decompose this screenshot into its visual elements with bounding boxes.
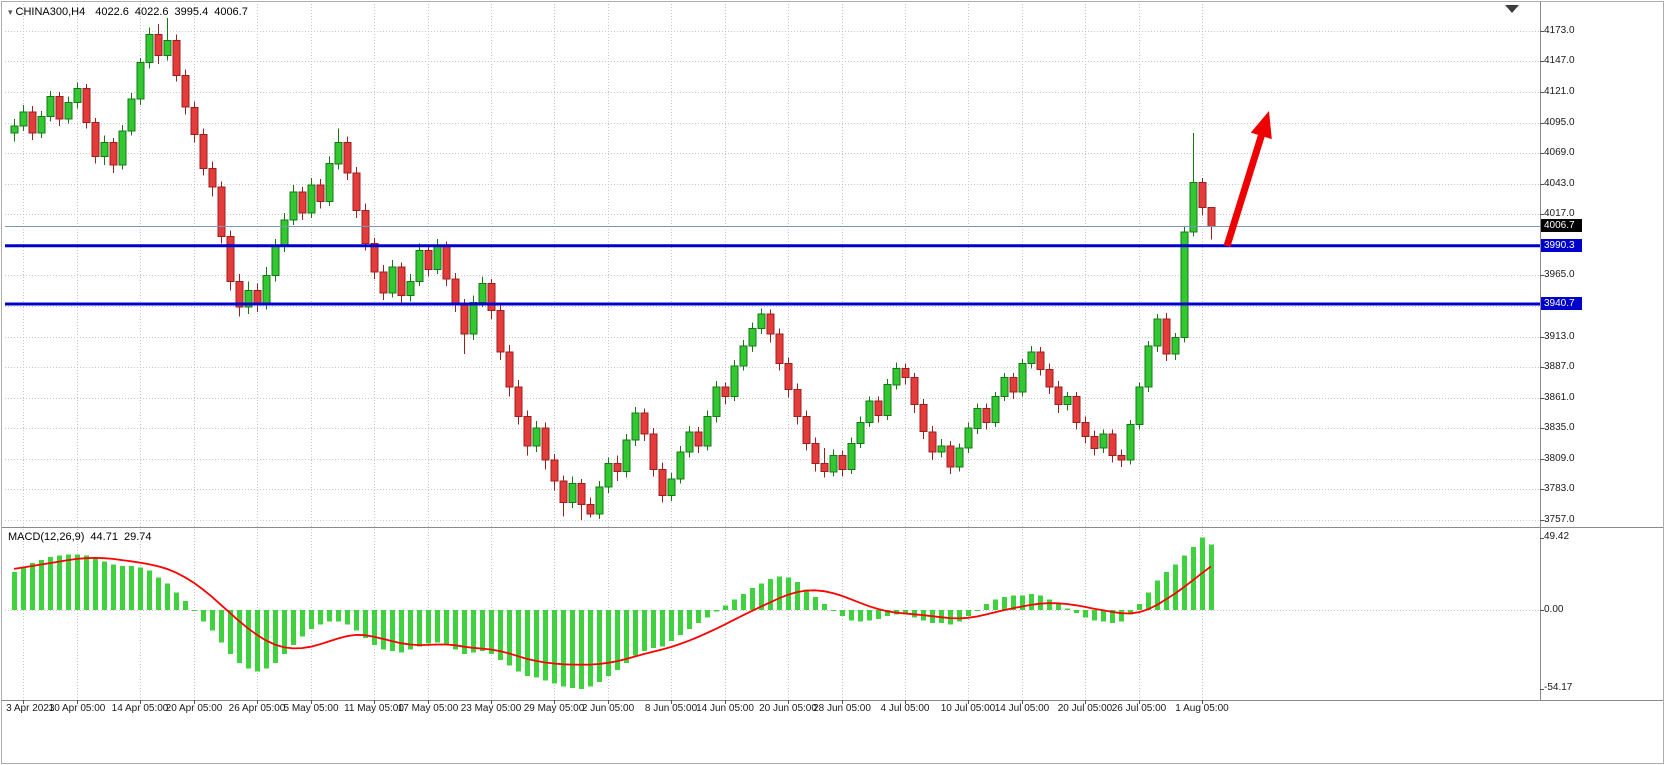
chart-header: ▾ CHINA300,H4 4022.6 4022.6 3995.4 4006.7 <box>8 6 254 18</box>
time-label: 17 May 05:00 <box>397 703 459 714</box>
chart-shift-marker-icon[interactable] <box>1505 5 1519 13</box>
level-badge-lower: 3940.7 <box>1541 297 1582 310</box>
macd-axis-max: 49.42 <box>1544 531 1570 542</box>
price-tick-label: 4147.0 <box>1544 55 1575 66</box>
price-tick-label: 3783.0 <box>1544 483 1575 494</box>
ohlc-high: 4022.6 <box>134 6 169 18</box>
time-label: 29 May 05:00 <box>523 703 585 714</box>
macd-axis-min: -54.17 <box>1544 682 1573 693</box>
time-label: 8 Jun 05:00 <box>644 703 698 714</box>
price-tick-label: 3809.0 <box>1544 453 1575 464</box>
macd-axis-zero: 0.00 <box>1544 604 1564 615</box>
support-resistance-lines[interactable] <box>5 244 1540 306</box>
time-label: 14 Apr 05:00 <box>111 703 169 714</box>
time-label: 26 Jul 05:00 <box>1111 703 1167 714</box>
symbol-timeframe: CHINA300,H4 <box>15 6 86 18</box>
time-label: 14 Jun 05:00 <box>696 703 754 714</box>
price-tick-label: 4069.0 <box>1544 147 1575 158</box>
price-tick-label: 3965.0 <box>1544 269 1575 280</box>
time-label: 1 Aug 05:00 <box>1175 703 1229 714</box>
macd-header: MACD(12,26,9) 44.71 29.74 <box>8 531 151 543</box>
price-tick-label: 4043.0 <box>1544 178 1575 189</box>
price-tick-label: 3861.0 <box>1544 392 1575 403</box>
price-tick-label: 3757.0 <box>1544 514 1575 525</box>
time-label: 26 Apr 05:00 <box>228 703 286 714</box>
price-tick-label: 4121.0 <box>1544 86 1575 97</box>
trend-arrow-annotation[interactable] <box>1223 111 1272 248</box>
macd-value: 44.71 <box>90 531 118 543</box>
macd-histogram <box>12 537 1214 690</box>
macd-signal-line <box>13 556 1212 666</box>
ohlc-low: 3995.4 <box>174 6 209 18</box>
macd-signal-value: 29.74 <box>123 531 152 543</box>
ohlc-open: 4022.6 <box>95 6 129 18</box>
time-label: 20 Apr 05:00 <box>165 703 223 714</box>
time-label: 11 May 05:00 <box>344 703 404 714</box>
ohlc-close: 4006.7 <box>214 6 248 18</box>
grid <box>5 4 1540 700</box>
time-label: 10 Jul 05:00 <box>940 703 996 714</box>
macd-label: MACD(12,26,9) <box>8 531 85 543</box>
candlesticks[interactable] <box>10 17 1216 520</box>
time-label: 2 Jun 05:00 <box>581 703 635 714</box>
time-label: 5 May 05:00 <box>283 703 339 714</box>
time-label: 3 Apr 2023 <box>6 703 55 714</box>
time-label: 4 Jul 05:00 <box>880 703 930 714</box>
price-tick-label: 4017.0 <box>1544 208 1575 219</box>
symbol-marker-icon: ▾ <box>8 7 13 17</box>
price-tick-label: 3913.0 <box>1544 331 1575 342</box>
price-tick-label: 4173.0 <box>1544 25 1575 36</box>
time-label: 14 Jul 05:00 <box>994 703 1050 714</box>
price-tick-label: 3835.0 <box>1544 422 1575 433</box>
time-label: 10 Apr 05:00 <box>48 703 106 714</box>
time-label: 20 Jun 05:00 <box>759 703 817 714</box>
time-label: 23 May 05:00 <box>460 703 522 714</box>
price-tick-label: 4095.0 <box>1544 117 1575 128</box>
current-price-badge: 4006.7 <box>1541 219 1582 232</box>
level-badge-upper: 3990.3 <box>1541 239 1582 252</box>
time-label: 28 Jun 05:00 <box>813 703 871 714</box>
price-tick-label: 3887.0 <box>1544 361 1575 372</box>
time-label: 20 Jul 05:00 <box>1057 703 1113 714</box>
